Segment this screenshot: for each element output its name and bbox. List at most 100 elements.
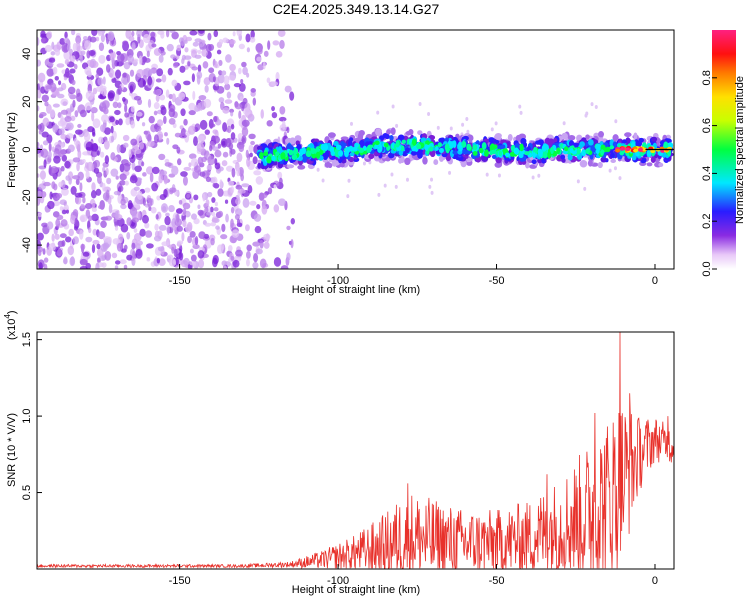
- noise-blob: [58, 80, 62, 86]
- noise-blob: [168, 118, 176, 125]
- noise-blob: [60, 109, 69, 115]
- noise-blob: [37, 72, 46, 83]
- noise-blob: [227, 180, 235, 187]
- noise-blob: [205, 43, 212, 53]
- spectrogram-y-axis-label: Frequency (Hz): [6, 112, 18, 188]
- noise-blob: [213, 207, 219, 212]
- noise-blob: [54, 75, 59, 81]
- noise-blob: [278, 177, 283, 185]
- noise-blob: [131, 242, 136, 250]
- noise-blob: [91, 30, 98, 37]
- noise-blob: [80, 50, 86, 56]
- noise-blob: [191, 73, 195, 83]
- signal-blob: [374, 144, 379, 150]
- noise-blob: [103, 140, 110, 150]
- noise-blob: [211, 257, 218, 268]
- noise-blob: [141, 122, 146, 127]
- noise-blob: [208, 123, 216, 128]
- noise-blob: [289, 91, 295, 101]
- noise-blob: [74, 192, 83, 198]
- noise-blob: [126, 74, 130, 83]
- noise-blob: [218, 70, 223, 76]
- signal-blob: [585, 134, 590, 140]
- noise-blob: [71, 79, 76, 86]
- noise-blob: [164, 132, 168, 137]
- signal-blob: [452, 150, 459, 155]
- signal-blob: [410, 150, 417, 156]
- noise-blob: [151, 43, 157, 48]
- noise-blob: [230, 123, 235, 130]
- noise-blob: [176, 146, 181, 154]
- noise-speck: [613, 166, 617, 171]
- noise-blob: [85, 141, 94, 152]
- noise-blob: [104, 215, 113, 221]
- noise-blob: [52, 66, 58, 75]
- noise-blob: [199, 119, 208, 130]
- noise-blob: [70, 55, 76, 63]
- signal-blob: [296, 143, 302, 150]
- spectrogram-panel: -150 -100 -50 0 40 20 0 -20 -40 Height of strai…: [6, 29, 675, 296]
- noise-speck: [618, 176, 622, 181]
- signal-blob: [490, 143, 496, 151]
- noise-blob: [204, 129, 210, 135]
- noise-blob: [235, 208, 243, 217]
- noise-blob: [63, 72, 72, 78]
- signal-blob: [595, 149, 600, 155]
- noise-blob: [72, 236, 79, 245]
- signal-blob: [651, 136, 658, 142]
- noise-blob: [100, 220, 107, 228]
- snr-y-multiplier-base: (x10: [6, 319, 18, 340]
- noise-blob: [267, 187, 273, 195]
- spectrogram-x-ticks: -150 -100 -50 0: [169, 264, 658, 287]
- noise-blob: [219, 179, 223, 189]
- noise-blob: [207, 32, 212, 41]
- noise-blob: [67, 144, 75, 153]
- noise-blob: [252, 262, 259, 269]
- noise-blob: [206, 164, 213, 171]
- noise-blob: [236, 218, 241, 225]
- noise-blob: [122, 174, 127, 180]
- noise-speck: [391, 104, 395, 109]
- noise-blob: [246, 244, 253, 252]
- noise-blob: [259, 239, 264, 249]
- noise-blob: [146, 257, 151, 262]
- noise-blob: [135, 248, 143, 259]
- signal-blob: [519, 143, 524, 152]
- noise-blob: [153, 89, 161, 95]
- noise-blob: [119, 163, 125, 173]
- noise-blob: [211, 146, 220, 151]
- noise-blob: [49, 108, 56, 118]
- noise-blob: [38, 262, 43, 269]
- noise-blob: [122, 40, 129, 46]
- snr-y-multiplier-close: ): [6, 310, 18, 314]
- signal-blob: [579, 141, 585, 148]
- noise-blob: [212, 176, 218, 185]
- noise-speck: [497, 173, 501, 178]
- noise-blob: [169, 30, 176, 34]
- noise-blob: [135, 135, 143, 142]
- noise-blob: [199, 171, 206, 177]
- noise-blob: [64, 59, 70, 65]
- noise-blob: [179, 132, 186, 137]
- signal-blob: [398, 157, 403, 164]
- noise-blob: [203, 98, 212, 108]
- signal-blob: [646, 162, 653, 167]
- signal-blob: [334, 148, 339, 154]
- noise-blob: [237, 189, 246, 194]
- noise-blob: [193, 218, 200, 225]
- noise-blob: [55, 91, 60, 96]
- noise-blob: [211, 197, 216, 203]
- noise-blob: [198, 231, 206, 240]
- snr-plot-area: [37, 332, 674, 569]
- noise-blob: [118, 118, 123, 126]
- noise-blob: [260, 109, 264, 119]
- noise-blob: [48, 142, 52, 152]
- noise-blob: [88, 227, 92, 234]
- noise-blob: [175, 55, 180, 60]
- noise-blob: [54, 233, 60, 240]
- noise-blob: [110, 125, 114, 134]
- noise-blob: [238, 82, 246, 92]
- noise-blob: [212, 76, 216, 83]
- noise-blob: [178, 92, 186, 101]
- noise-speck: [430, 190, 434, 195]
